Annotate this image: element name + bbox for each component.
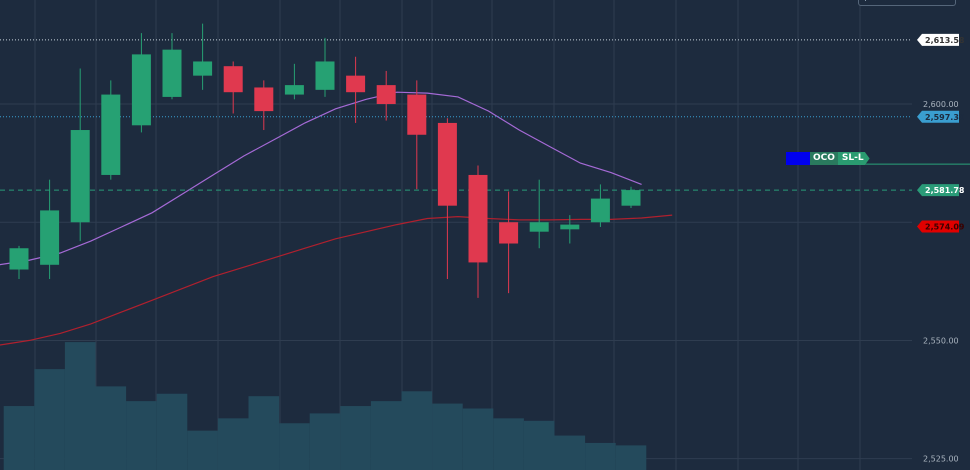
volume-bar: [95, 386, 127, 470]
candle-body: [315, 61, 335, 90]
price-tag: [917, 184, 959, 197]
price-tag: [917, 110, 959, 123]
price-tag: [917, 33, 959, 46]
chart-menu-button[interactable]: [858, 0, 956, 6]
candle-body: [284, 85, 304, 95]
price-tag-label: 2,581.78: [925, 186, 965, 195]
order-type[interactable]: OCO: [810, 152, 838, 165]
volume-bar: [64, 342, 96, 470]
volume-bar: [248, 396, 280, 470]
candle-body: [346, 75, 366, 93]
candle-body: [407, 94, 427, 135]
price-tag-label: 2,574.09: [925, 223, 965, 232]
price-tag-label: 2,597.30: [925, 113, 965, 122]
volume-bar: [401, 391, 433, 470]
order-qty[interactable]: 1: [786, 152, 810, 165]
candle-body: [131, 54, 151, 126]
candle-body: [499, 222, 519, 244]
candle-body: [560, 224, 580, 230]
volume-bar: [493, 418, 524, 470]
volume-bar: [432, 403, 463, 470]
volume-bar: [585, 442, 616, 470]
order-label[interactable]: SL-L: [837, 152, 870, 165]
y-tick-label: 2,525.00: [923, 455, 959, 464]
candle-body: [223, 66, 243, 93]
candle-body: [40, 210, 60, 265]
menu-icon: [865, 0, 869, 1]
candle-body: [162, 49, 182, 97]
candle-body: [193, 61, 213, 76]
candle-body: [9, 248, 29, 270]
volume-bar: [217, 418, 249, 470]
y-tick-label: 2,600.00: [923, 100, 959, 109]
moving-average-purple: [0, 91, 642, 266]
order-tag[interactable]: 1 OCO SL-L: [786, 152, 870, 165]
volume-bar: [3, 406, 35, 470]
volume-bar: [370, 401, 402, 470]
volume-bar: [187, 430, 218, 470]
y-tick-label: 2,550.00: [923, 336, 959, 345]
volume-bar: [34, 369, 65, 470]
volume-bar: [523, 420, 555, 470]
candle-body: [529, 222, 549, 232]
volume-bar: [279, 423, 310, 470]
price-tag: [917, 220, 959, 233]
price-tag-label: 2,613.58: [925, 36, 965, 45]
volume-bar: [615, 445, 647, 470]
moving-average-red: [0, 214, 673, 346]
volume-bar: [126, 401, 157, 470]
candle-body: [437, 122, 457, 206]
candle-body: [621, 190, 641, 206]
volume-bar: [554, 435, 586, 470]
candle-body: [254, 87, 274, 112]
volume-bar: [309, 413, 341, 470]
volume-bar: [340, 406, 371, 470]
volume-bar: [156, 393, 188, 470]
candle-body: [376, 85, 396, 105]
candle-body: [70, 130, 90, 223]
candle-body: [101, 94, 121, 175]
volume-bar: [462, 408, 494, 470]
candle-body: [590, 198, 610, 223]
candle-body: [468, 174, 488, 263]
